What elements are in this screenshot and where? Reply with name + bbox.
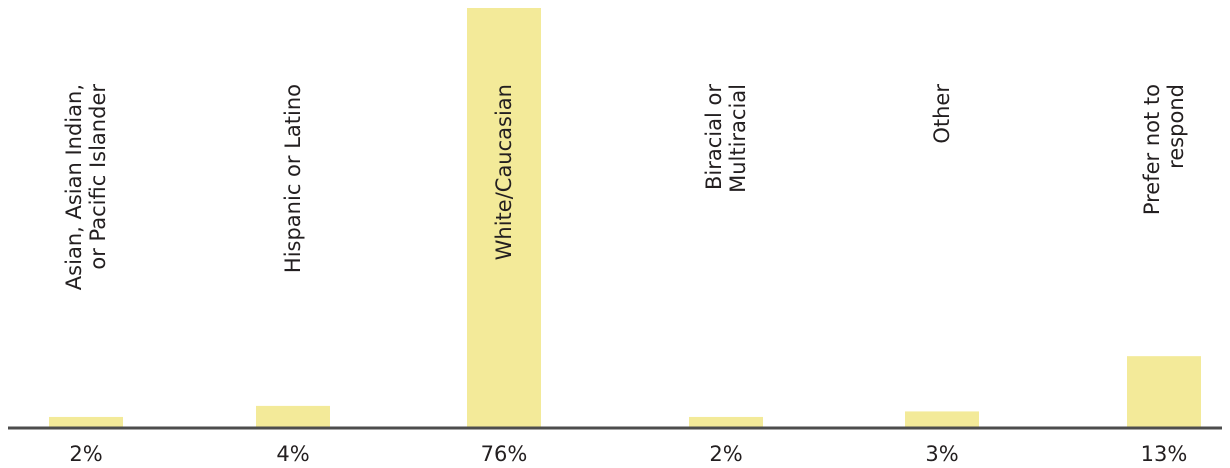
- bar: [905, 411, 979, 428]
- value-label: 2%: [709, 442, 742, 466]
- category-label-line: Biracial or: [702, 84, 726, 190]
- bar: [49, 416, 123, 428]
- value-label: 13%: [1141, 442, 1188, 466]
- category-labels-group: Asian, Asian Indian,or Pacific Islander H…: [62, 84, 1188, 291]
- category-label: Prefer not torespond: [1140, 84, 1188, 215]
- category-label: Asian, Asian Indian,or Pacific Islander: [62, 84, 110, 291]
- value-label: 4%: [276, 442, 309, 466]
- category-label-line: Other: [930, 84, 954, 144]
- category-label-line: or Pacific Islander: [86, 84, 110, 270]
- category-label-line: respond: [1164, 84, 1188, 169]
- category-label: White/Caucasian: [492, 84, 516, 260]
- bar: [1127, 356, 1201, 428]
- bar: [467, 8, 541, 428]
- category-label-line: Multiracial: [726, 84, 750, 193]
- value-label: 76%: [481, 442, 528, 466]
- value-labels-group: 2% 4% 76% 2% 3% 13%: [69, 442, 1187, 466]
- category-label: Other: [930, 84, 954, 144]
- value-label: 3%: [925, 442, 958, 466]
- bar: [256, 405, 330, 428]
- bar: [689, 416, 763, 428]
- bars-group: [49, 8, 1201, 428]
- category-label: Biracial orMultiracial: [702, 84, 750, 193]
- category-label-line: Asian, Asian Indian,: [62, 84, 86, 290]
- category-label-line: White/Caucasian: [492, 84, 516, 260]
- category-label-line: Prefer not to: [1140, 84, 1164, 215]
- category-label-line: Hispanic or Latino: [281, 84, 305, 273]
- value-label: 2%: [69, 442, 102, 466]
- category-label: Hispanic or Latino: [281, 84, 305, 273]
